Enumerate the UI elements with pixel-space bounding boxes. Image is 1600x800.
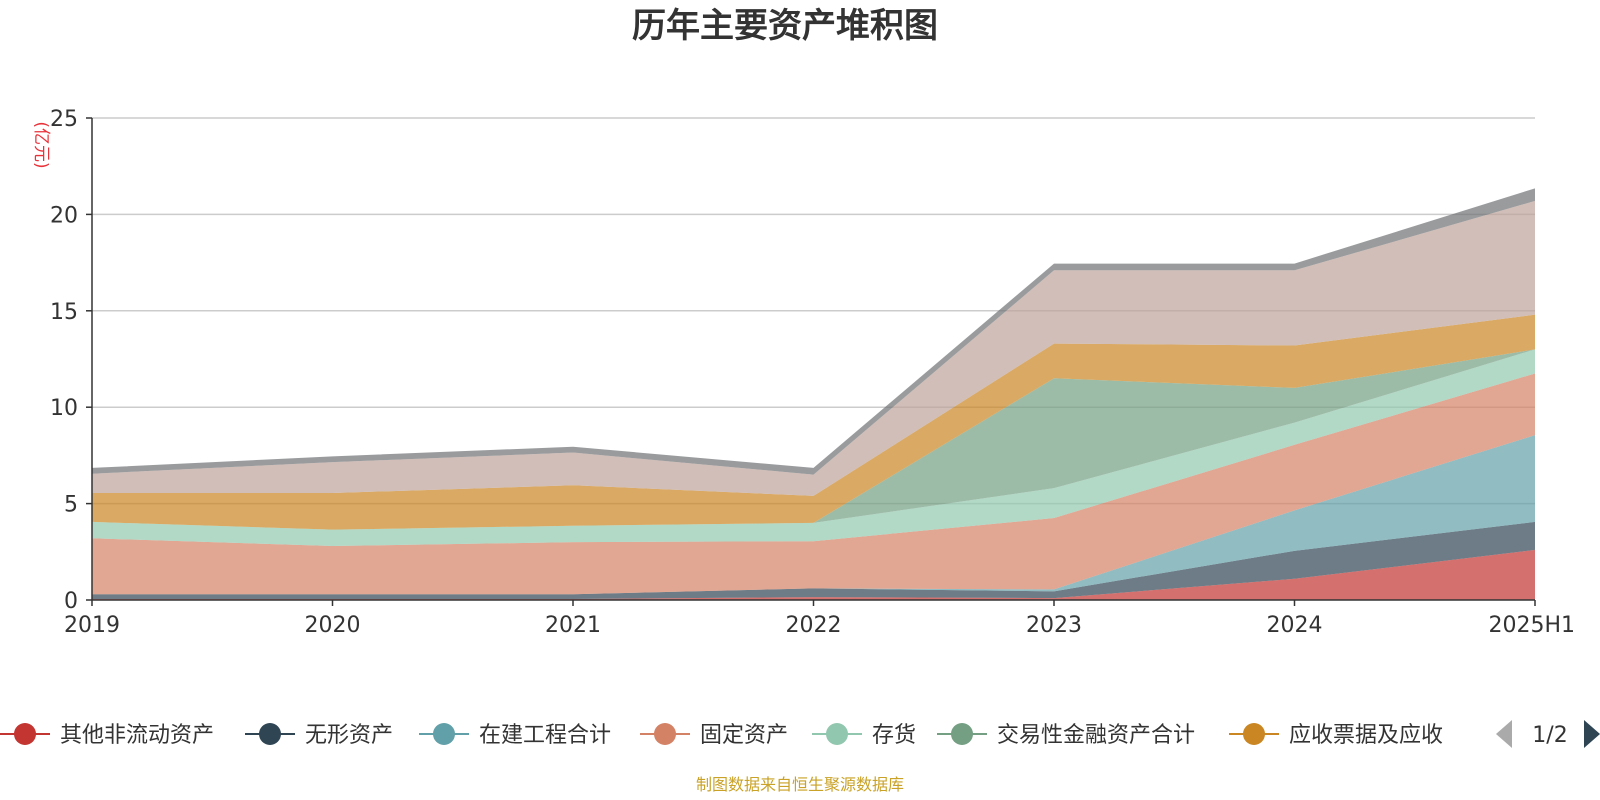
legend-marker-dot	[951, 723, 973, 745]
area-series-7[interactable]	[92, 200, 1535, 496]
y-tick-label: 20	[50, 203, 78, 228]
x-tick-label: 2020	[305, 613, 361, 638]
source-note: 制图数据来自恒生聚源数据库	[696, 775, 904, 794]
x-tick-label: 2025H1	[1488, 613, 1575, 638]
legend-page-indicator: 1/2	[1532, 723, 1567, 748]
legend-prev-page-button[interactable]	[1496, 720, 1512, 748]
y-tick-label: 10	[50, 396, 78, 421]
x-tick-label: 2023	[1026, 613, 1082, 638]
y-tick-label: 25	[50, 107, 78, 132]
legend-marker-dot	[826, 723, 848, 745]
area-series-4[interactable]	[92, 349, 1535, 547]
x-tick-label: 2022	[786, 613, 842, 638]
legend-next-page-button[interactable]	[1584, 720, 1600, 748]
legend: 其他非流动资产 无形资产 在建工程合计 固定资产 存货 交易性金融资产合计 应收票据及应收	[0, 723, 1443, 748]
y-tick-label: 0	[64, 589, 78, 614]
legend-item[interactable]: 无形资产	[245, 723, 393, 748]
y-tick-label: 5	[64, 493, 78, 518]
y-tick-label: 15	[50, 300, 78, 325]
x-tick-label: 2024	[1267, 613, 1323, 638]
legend-item[interactable]: 交易性金融资产合计	[937, 723, 1195, 748]
legend-item[interactable]: 固定资产	[640, 723, 788, 748]
chart-title: 历年主要资产堆积图	[632, 6, 938, 46]
legend-marker-dot	[14, 723, 36, 745]
legend-marker-dot	[654, 723, 676, 745]
legend-label: 存货	[872, 723, 916, 748]
legend-marker-dot	[259, 723, 281, 745]
legend-marker-dot	[1243, 723, 1265, 745]
legend-label: 在建工程合计	[479, 723, 611, 748]
legend-label: 固定资产	[700, 723, 788, 748]
area-series-3[interactable]	[92, 373, 1535, 595]
area-series-2[interactable]	[92, 435, 1535, 595]
y-axis-unit: (亿元)	[31, 121, 51, 168]
legend-pager: 1/2	[1496, 720, 1600, 748]
legend-label: 应收票据及应收	[1289, 723, 1443, 748]
area-series-0[interactable]	[92, 549, 1535, 600]
legend-item[interactable]: 其他非流动资产	[0, 723, 214, 748]
legend-label: 无形资产	[305, 723, 393, 748]
area-series-5[interactable]	[92, 349, 1535, 530]
area-series	[92, 188, 1535, 600]
legend-item[interactable]: 存货	[812, 723, 916, 748]
legend-label: 交易性金融资产合计	[997, 723, 1195, 748]
legend-label: 其他非流动资产	[60, 723, 214, 748]
y-axis-ticks: 0 5 10 15 20 25	[50, 107, 92, 614]
x-axis-ticks: 2019 2020 2021 2022 2023 2024 2025H1	[64, 600, 1575, 638]
legend-marker-dot	[433, 723, 455, 745]
x-tick-label: 2019	[64, 613, 120, 638]
x-tick-label: 2021	[545, 613, 601, 638]
area-series-6[interactable]	[92, 314, 1535, 530]
area-series-1[interactable]	[92, 521, 1535, 600]
legend-item[interactable]: 应收票据及应收	[1229, 723, 1443, 748]
legend-item[interactable]: 在建工程合计	[419, 723, 611, 748]
